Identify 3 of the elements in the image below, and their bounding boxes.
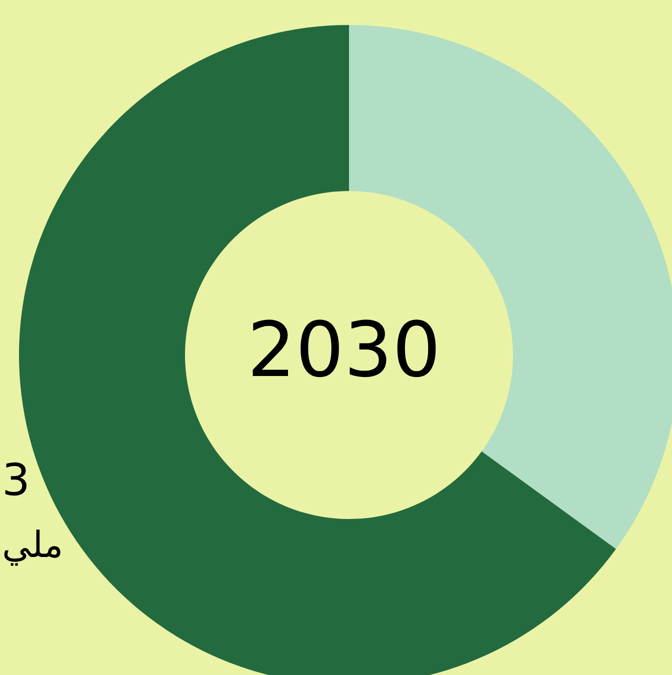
text: 3 (2, 455, 30, 506)
text: ملي (2, 525, 64, 566)
text: 2030 (246, 304, 442, 396)
